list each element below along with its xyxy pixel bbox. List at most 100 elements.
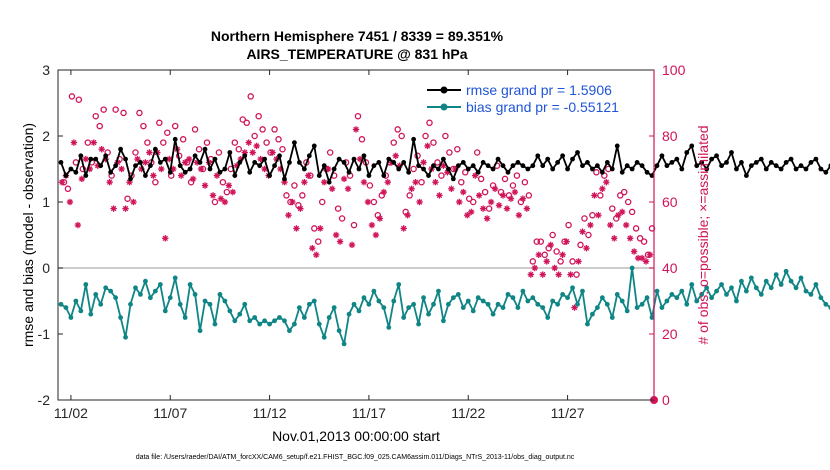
obs-possible-point <box>458 178 465 186</box>
rmse-point <box>257 163 263 169</box>
obs-possible-point <box>354 112 362 120</box>
rmse-point <box>510 163 516 169</box>
bias-point <box>644 295 650 301</box>
obs-assimilated-point <box>253 142 260 150</box>
bias-point <box>649 315 655 320</box>
rmse-point <box>93 156 99 162</box>
obs-possible-point <box>541 251 548 259</box>
obs-assimilated-point <box>372 231 380 239</box>
bias-point <box>287 328 292 334</box>
right-y-tick-label: 60 <box>662 194 678 210</box>
bias-point <box>445 301 451 307</box>
bias-point <box>147 295 153 301</box>
obs-assimilated-point <box>177 172 185 179</box>
bias-point <box>232 318 238 324</box>
bias-point <box>177 301 183 307</box>
obs-assimilated-point <box>646 251 654 258</box>
bias-point <box>674 295 680 301</box>
obs-possible-point <box>489 182 497 189</box>
obs-assimilated-point <box>301 179 308 186</box>
obs-assimilated-point <box>587 221 594 229</box>
bias-point <box>500 305 506 310</box>
obs-assimilated-point <box>563 238 570 245</box>
obs-possible-point <box>295 202 302 209</box>
rmse-point <box>207 166 213 172</box>
rmse-point <box>644 169 650 175</box>
obs-possible-point <box>505 192 513 199</box>
rmse-point <box>818 166 824 172</box>
obs-assimilated-point <box>360 179 368 186</box>
obs-possible-point <box>497 188 505 196</box>
rmse-point <box>480 160 486 165</box>
bias-point <box>202 298 208 304</box>
obs-possible-point <box>378 192 386 199</box>
bias-point <box>818 295 824 301</box>
bias-line <box>60 267 830 345</box>
obs-possible-point <box>465 195 473 202</box>
obs-assimilated-point <box>404 212 411 219</box>
bias-point <box>465 298 471 304</box>
bias-point <box>326 315 332 320</box>
obs-possible-point <box>616 192 624 199</box>
rmse-point <box>783 160 789 165</box>
bias-point <box>704 285 710 291</box>
rmse-point <box>118 146 123 152</box>
rmse-point <box>560 153 566 159</box>
bias-point <box>460 305 466 310</box>
bias-point <box>689 282 695 287</box>
bias-point <box>793 285 799 291</box>
obs-assimilated-point <box>221 198 229 206</box>
obs-assimilated-point <box>185 155 193 163</box>
right-y-tick-label: 20 <box>662 326 678 342</box>
obs-possible-point <box>315 238 322 245</box>
rmse-point <box>724 160 729 165</box>
bias-point <box>341 341 347 347</box>
bias-point <box>450 295 456 301</box>
rmse-point <box>167 169 173 175</box>
rmse-point <box>401 160 407 165</box>
bias-point <box>222 298 228 304</box>
rmse-point <box>157 160 163 165</box>
obs-assimilated-point <box>622 221 630 229</box>
obs-possible-point <box>533 238 541 245</box>
rmse-point <box>719 163 724 169</box>
rmse-point <box>485 163 491 169</box>
bias-point <box>108 288 114 294</box>
obs-assimilated-point <box>468 208 475 216</box>
obs-assimilated-point <box>126 179 133 186</box>
obs-possible-point <box>243 119 250 127</box>
rmse-point <box>599 169 605 175</box>
obs-possible-point <box>430 139 437 146</box>
obs-assimilated-point <box>591 192 598 199</box>
obs-possible-point <box>156 119 163 127</box>
obs-possible-point <box>187 178 195 186</box>
bias-point <box>609 315 615 320</box>
rmse-point <box>490 166 496 172</box>
obs-assimilated-point <box>66 198 74 206</box>
bias-series <box>58 265 830 347</box>
rmse-point <box>356 166 362 172</box>
obs-assimilated-point <box>611 235 618 242</box>
obs-possible-point <box>648 225 656 232</box>
rmse-point <box>143 173 148 179</box>
obs-assimilated-point <box>130 198 137 206</box>
rmse-point <box>133 163 138 169</box>
bias-point <box>560 292 566 297</box>
bias-point <box>788 278 794 284</box>
obs-assimilated-point <box>384 179 391 186</box>
bias-point <box>743 288 749 294</box>
obs-possible-point <box>283 192 290 199</box>
bias-point <box>669 292 675 297</box>
obs-possible-point <box>263 139 270 146</box>
obs-assimilated-point <box>408 185 415 192</box>
obs-assimilated-point <box>225 182 233 189</box>
rmse-point <box>535 153 541 159</box>
obs-assimilated-point <box>499 192 507 199</box>
obs-possible-point <box>434 159 441 166</box>
bias-point <box>113 295 119 301</box>
obs-assimilated-point <box>74 221 82 229</box>
rmse-point <box>823 169 829 175</box>
rmse-point <box>550 166 556 172</box>
rmse-point <box>346 169 352 175</box>
bias-point <box>739 278 744 284</box>
